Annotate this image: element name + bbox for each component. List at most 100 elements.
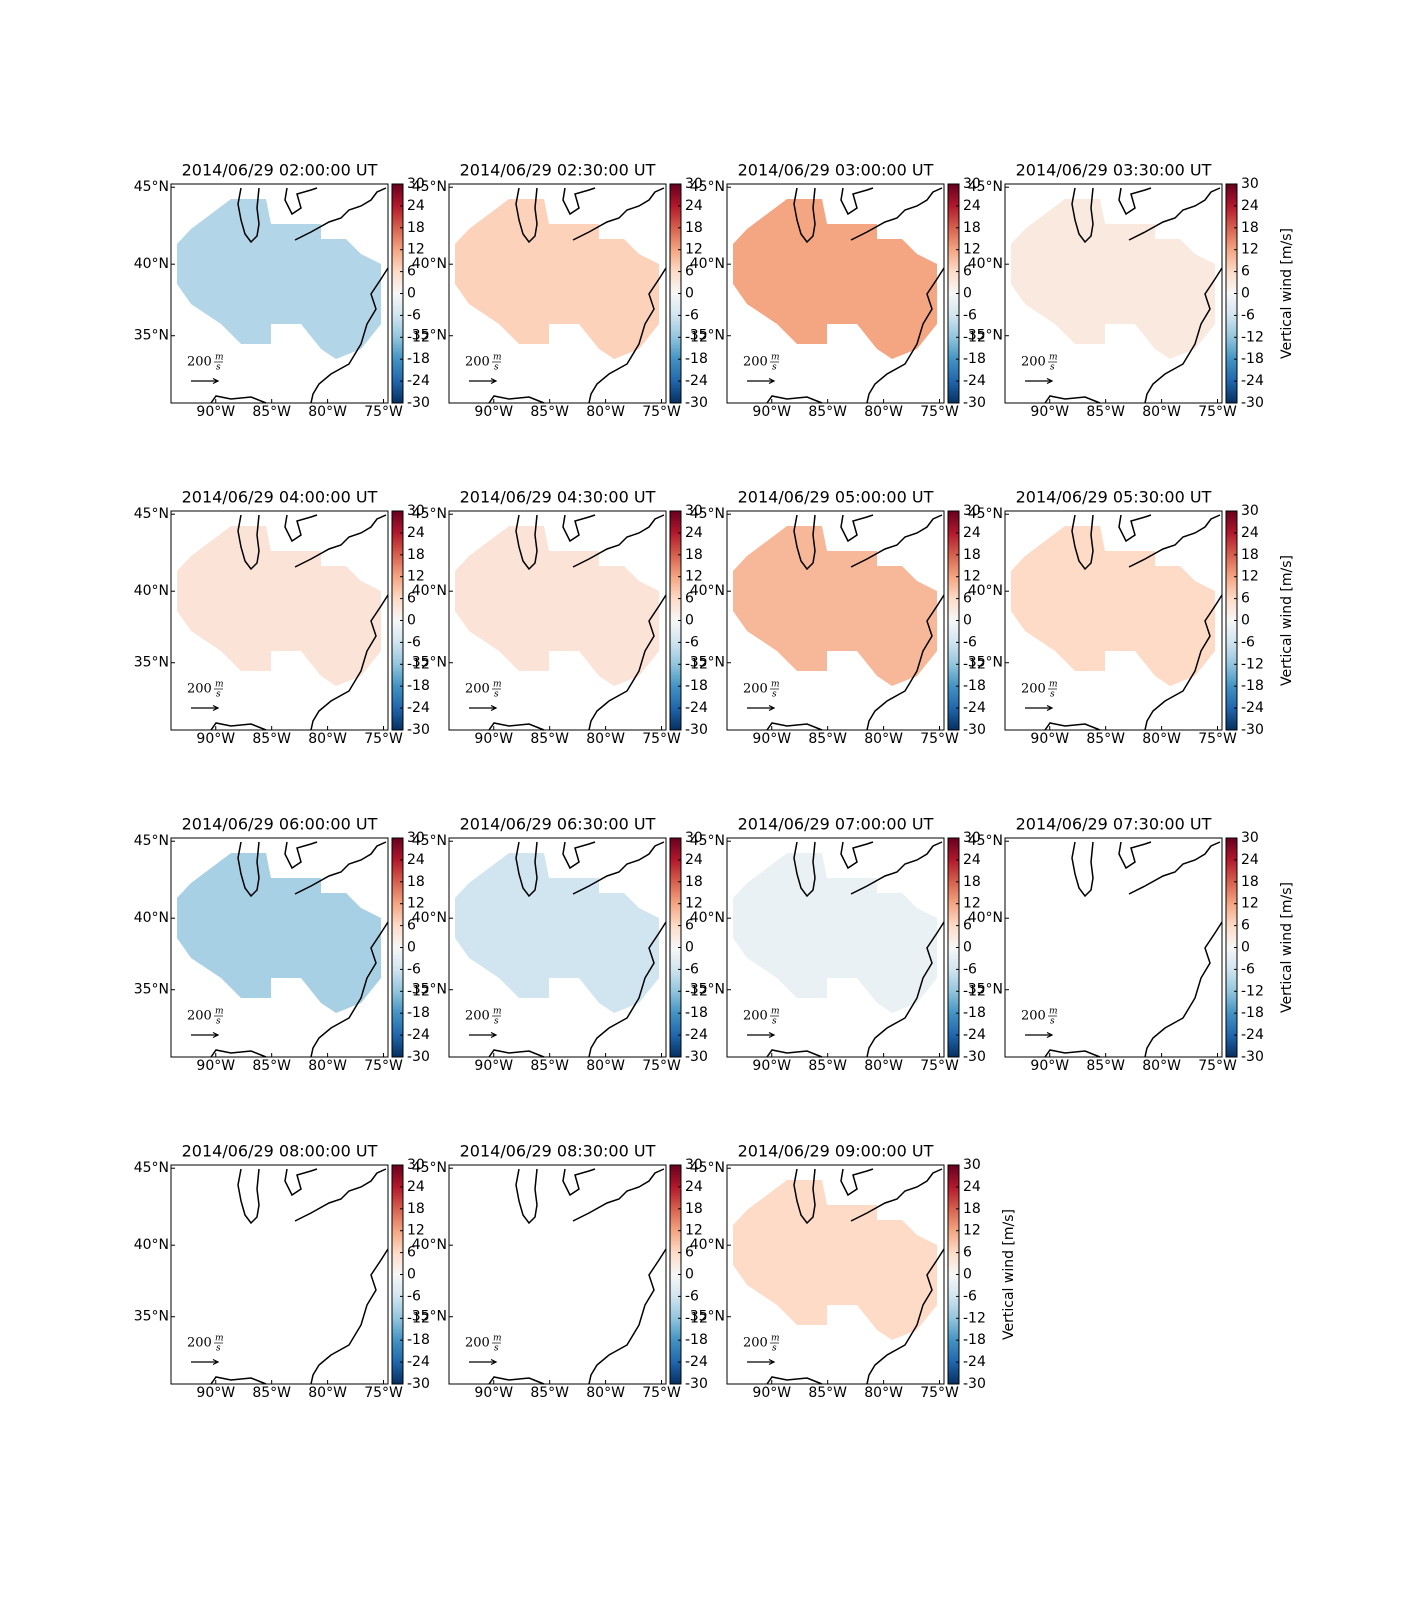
- coastline: [210, 514, 389, 731]
- colorbar-tick-label: -12: [963, 656, 986, 672]
- colorbar-tick-label: -12: [407, 1310, 430, 1326]
- quiver-key-unit-num: m: [771, 353, 780, 363]
- x-tick-label: 85°W: [808, 731, 847, 747]
- quiver-key-unit-den: s: [216, 1017, 221, 1027]
- colorbar-tick-label: 0: [1241, 286, 1250, 302]
- colorbar-tick-label: -18: [407, 1332, 430, 1348]
- map-panel: 2014/06/29 06:00:00 UT 90°W 85°W 80°W 75°W 45…: [134, 815, 430, 1075]
- x-tick-label: 90°W: [474, 731, 513, 747]
- map-panel: 2014/06/29 04:00:00 UT 90°W 85°W 80°W 75°W 45…: [134, 488, 430, 748]
- colorbar-tick-label: -6: [407, 1288, 421, 1304]
- colorbar-tick-label: -18: [685, 1005, 708, 1021]
- x-tick-label: 75°W: [920, 1385, 959, 1401]
- quiver-key-arrow: [469, 377, 498, 385]
- y-tick-label: 40°N: [134, 583, 169, 599]
- x-tick-label: 90°W: [752, 1385, 791, 1401]
- colorbar-tick-label: 24: [963, 525, 981, 541]
- colorbar-tick-label: -30: [1241, 1049, 1264, 1065]
- y-tick-label: 35°N: [412, 655, 447, 671]
- colorbar-tick-label: -30: [963, 1376, 986, 1392]
- colorbar-tick-label: 12: [963, 896, 981, 912]
- map-panel: 2014/06/29 02:30:00 UT 90°W 85°W 80°W 75°W 45…: [412, 161, 708, 421]
- colorbar-tick-label: 0: [407, 286, 416, 302]
- quiver-key-arrow: [1025, 704, 1054, 712]
- colorbar-label: Vertical wind [m/s]: [1279, 228, 1295, 359]
- x-tick-label: 85°W: [808, 404, 847, 420]
- y-tick-label: 35°N: [690, 1309, 725, 1325]
- y-tick-label: 45°N: [134, 179, 169, 195]
- colorbar-tick-label: 0: [685, 1267, 694, 1283]
- colorbar-tick-label: 12: [1241, 242, 1259, 258]
- axes-frame: [726, 183, 945, 404]
- coastline: [1044, 187, 1223, 404]
- colorbar-tick-label: -12: [407, 656, 430, 672]
- colorbar-tick-label: 18: [407, 220, 425, 236]
- y-tick-label: 40°N: [412, 1237, 447, 1253]
- y-tick-label: 40°N: [412, 910, 447, 926]
- axes-frame: [1004, 183, 1223, 404]
- colorbar-tick-label: -12: [963, 983, 986, 999]
- y-tick-label: 35°N: [690, 655, 725, 671]
- axes-frame: [726, 1164, 945, 1385]
- colorbar-tick-label: 24: [407, 525, 425, 541]
- colorbar-tick-label: 12: [1241, 896, 1259, 912]
- x-tick-label: 90°W: [474, 404, 513, 420]
- coastline: [488, 1168, 667, 1385]
- x-tick-label: 85°W: [1086, 404, 1125, 420]
- quiver-key-arrow: [191, 1358, 220, 1366]
- map-panel: 2014/06/29 08:30:00 UT 90°W 85°W 80°W 75°W 45…: [412, 1142, 708, 1402]
- colorbar-tick-label: 6: [1241, 264, 1250, 280]
- x-tick-label: 75°W: [364, 731, 403, 747]
- quiver-key-unit-den: s: [772, 363, 777, 373]
- quiver-key-arrow: [747, 377, 776, 385]
- quiver-key-unit-num: m: [493, 1007, 502, 1017]
- x-tick-label: 85°W: [252, 1385, 291, 1401]
- map-panel: 2014/06/29 02:00:00 UT 90°W 85°W 80°W 75°W 45…: [134, 161, 430, 421]
- colorbar-tick-label: 12: [407, 1223, 425, 1239]
- colorbar-tick-label: -6: [963, 634, 977, 650]
- colorbar-tick-label: -12: [1241, 983, 1264, 999]
- colorbar-tick-label: 18: [685, 1201, 703, 1217]
- colorbar-tick-label: 18: [963, 547, 981, 563]
- y-tick-label: 40°N: [134, 1237, 169, 1253]
- x-tick-label: 90°W: [474, 1058, 513, 1074]
- colorbar-tick-label: 12: [1241, 569, 1259, 585]
- axes-frame: [448, 510, 667, 731]
- colorbar-label: Vertical wind [m/s]: [1001, 1209, 1017, 1340]
- x-tick-label: 85°W: [1086, 731, 1125, 747]
- quiver-key-unit-den: s: [216, 363, 221, 373]
- colorbar-tick-label: -30: [407, 1049, 430, 1065]
- x-tick-label: 90°W: [752, 1058, 791, 1074]
- colorbar-tick-label: 24: [685, 1179, 703, 1195]
- colorbar-label: Vertical wind [m/s]: [1279, 555, 1295, 686]
- axes-frame: [1004, 837, 1223, 1058]
- x-tick-label: 75°W: [642, 1385, 681, 1401]
- colorbar-tick-label: -18: [685, 678, 708, 694]
- quiver-key-unit-den: s: [494, 690, 499, 700]
- y-tick-label: 35°N: [968, 328, 1003, 344]
- colorbar-tick-label: 18: [1241, 547, 1259, 563]
- colorbar-tick-label: -12: [685, 1310, 708, 1326]
- colorbar: 30 24 18 12 6 0 -6 -12 -18 -24 -30 Vertical wind [m…: [1225, 830, 1295, 1065]
- x-tick-label: 85°W: [808, 1385, 847, 1401]
- wind-field: [733, 853, 937, 1013]
- quiver-key-unit-num: m: [1049, 353, 1058, 363]
- x-tick-label: 75°W: [364, 1058, 403, 1074]
- wind-field: [455, 526, 659, 686]
- colorbar: 30 24 18 12 6 0 -6 -12 -18 -24 -30: [669, 176, 708, 411]
- colorbar-tick-label: 18: [407, 874, 425, 890]
- y-tick-label: 40°N: [412, 583, 447, 599]
- axes-frame: [170, 183, 389, 404]
- colorbar-tick-label: -18: [963, 351, 986, 367]
- colorbar-tick-label: 30: [685, 503, 703, 519]
- colorbar-tick-label: 18: [1241, 220, 1259, 236]
- quiver-key-unit-den: s: [772, 1344, 777, 1354]
- colorbar: 30 24 18 12 6 0 -6 -12 -18 -24 -30: [947, 503, 986, 738]
- axes-frame: [448, 837, 667, 1058]
- quiver-key-value: 200: [1021, 1009, 1046, 1024]
- coastline: [1044, 841, 1223, 1058]
- colorbar-tick-label: 18: [407, 547, 425, 563]
- map-panel: 2014/06/29 03:00:00 UT 90°W 85°W 80°W 75°W 45…: [690, 161, 986, 421]
- quiver-key-value: 200: [743, 682, 768, 697]
- wind-field: [455, 853, 659, 1013]
